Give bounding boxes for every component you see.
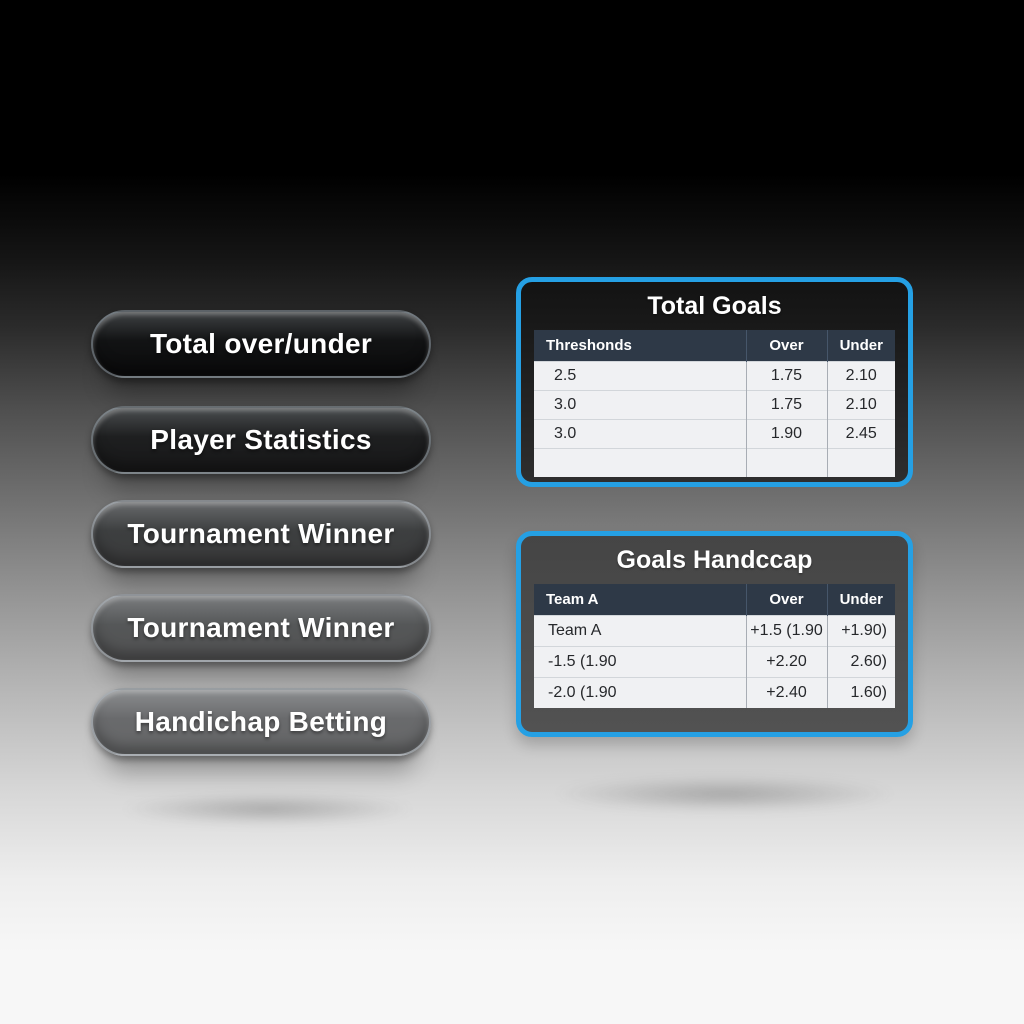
total-goals-card: Total Goals Threshonds Over Under 2.5 1.… <box>516 277 913 487</box>
table-row: 2.5 1.75 2.10 <box>534 360 895 390</box>
under-odds: 2.10 <box>827 389 895 419</box>
table-row: 3.0 1.90 2.45 <box>534 418 895 448</box>
menu-button-tournament-winner-1[interactable]: Tournament Winner <box>91 500 431 568</box>
table-header-row: Threshonds Over Under <box>534 330 895 361</box>
column-header-under: Under <box>827 330 895 361</box>
menu-button-handicap-betting[interactable]: Handichap Betting <box>91 688 431 756</box>
threshold-value: 3.0 <box>534 418 747 448</box>
column-header-team: Team A <box>534 584 747 615</box>
column-header-thresholds: Threshonds <box>534 330 747 361</box>
panel-ground-shadow <box>552 776 897 812</box>
card-title: Total Goals <box>647 291 782 320</box>
threshold-value: 2.5 <box>534 360 747 390</box>
column-header-over: Over <box>746 584 828 615</box>
menu-button-label: Player Statistics <box>150 424 372 455</box>
menu-button-player-statistics[interactable]: Player Statistics <box>91 406 431 474</box>
menu-button-label: Tournament Winner <box>127 612 395 643</box>
table-row: -1.5 (1.90 +2.20 2.60) <box>534 645 895 677</box>
column-header-under: Under <box>827 584 895 615</box>
table-row: -2.0 (1.90 +2.40 1.60) <box>534 676 895 708</box>
over-odds: 1.75 <box>746 389 828 419</box>
handicap-value: Team A <box>534 614 747 646</box>
over-odds: 1.90 <box>746 418 828 448</box>
column-header-over: Over <box>746 330 828 361</box>
table-header-row: Team A Over Under <box>534 584 895 615</box>
table-row: 3.0 1.75 2.10 <box>534 389 895 419</box>
table-row: Team A +1.5 (1.90 +1.90) <box>534 614 895 646</box>
handicap-value: -2.0 (1.90 <box>534 676 747 708</box>
over-odds: +2.20 <box>746 645 828 677</box>
under-odds: 2.60) <box>827 645 895 677</box>
under-odds: 2.10 <box>827 360 895 390</box>
under-odds <box>827 447 895 477</box>
menu-button-tournament-winner-2[interactable]: Tournament Winner <box>91 594 431 662</box>
table-row-empty <box>534 447 895 477</box>
goals-handicap-table: Team A Over Under Team A +1.5 (1.90 +1.9… <box>534 584 895 708</box>
threshold-value <box>534 447 747 477</box>
goals-handicap-card: Goals Handccap Team A Over Under Team A … <box>516 531 913 737</box>
over-odds: +1.5 (1.90 <box>746 614 828 646</box>
handicap-value: -1.5 (1.90 <box>534 645 747 677</box>
menu-button-label: Total over/under <box>149 328 373 359</box>
under-odds: 2.45 <box>827 418 895 448</box>
card-title: Goals Handccap <box>616 545 813 574</box>
menu-button-label: Handichap Betting <box>134 706 388 737</box>
over-odds <box>746 447 828 477</box>
over-odds: +2.40 <box>746 676 828 708</box>
menu-button-total-over-under[interactable]: Total over/under <box>91 310 431 378</box>
under-odds: 1.60) <box>827 676 895 708</box>
menu-button-label: Tournament Winner <box>127 518 395 549</box>
under-odds: +1.90) <box>827 614 895 646</box>
threshold-value: 3.0 <box>534 389 747 419</box>
menu-ground-shadow <box>120 793 415 825</box>
total-goals-table: Threshonds Over Under 2.5 1.75 2.10 3.0 … <box>534 330 895 477</box>
over-odds: 1.75 <box>746 360 828 390</box>
